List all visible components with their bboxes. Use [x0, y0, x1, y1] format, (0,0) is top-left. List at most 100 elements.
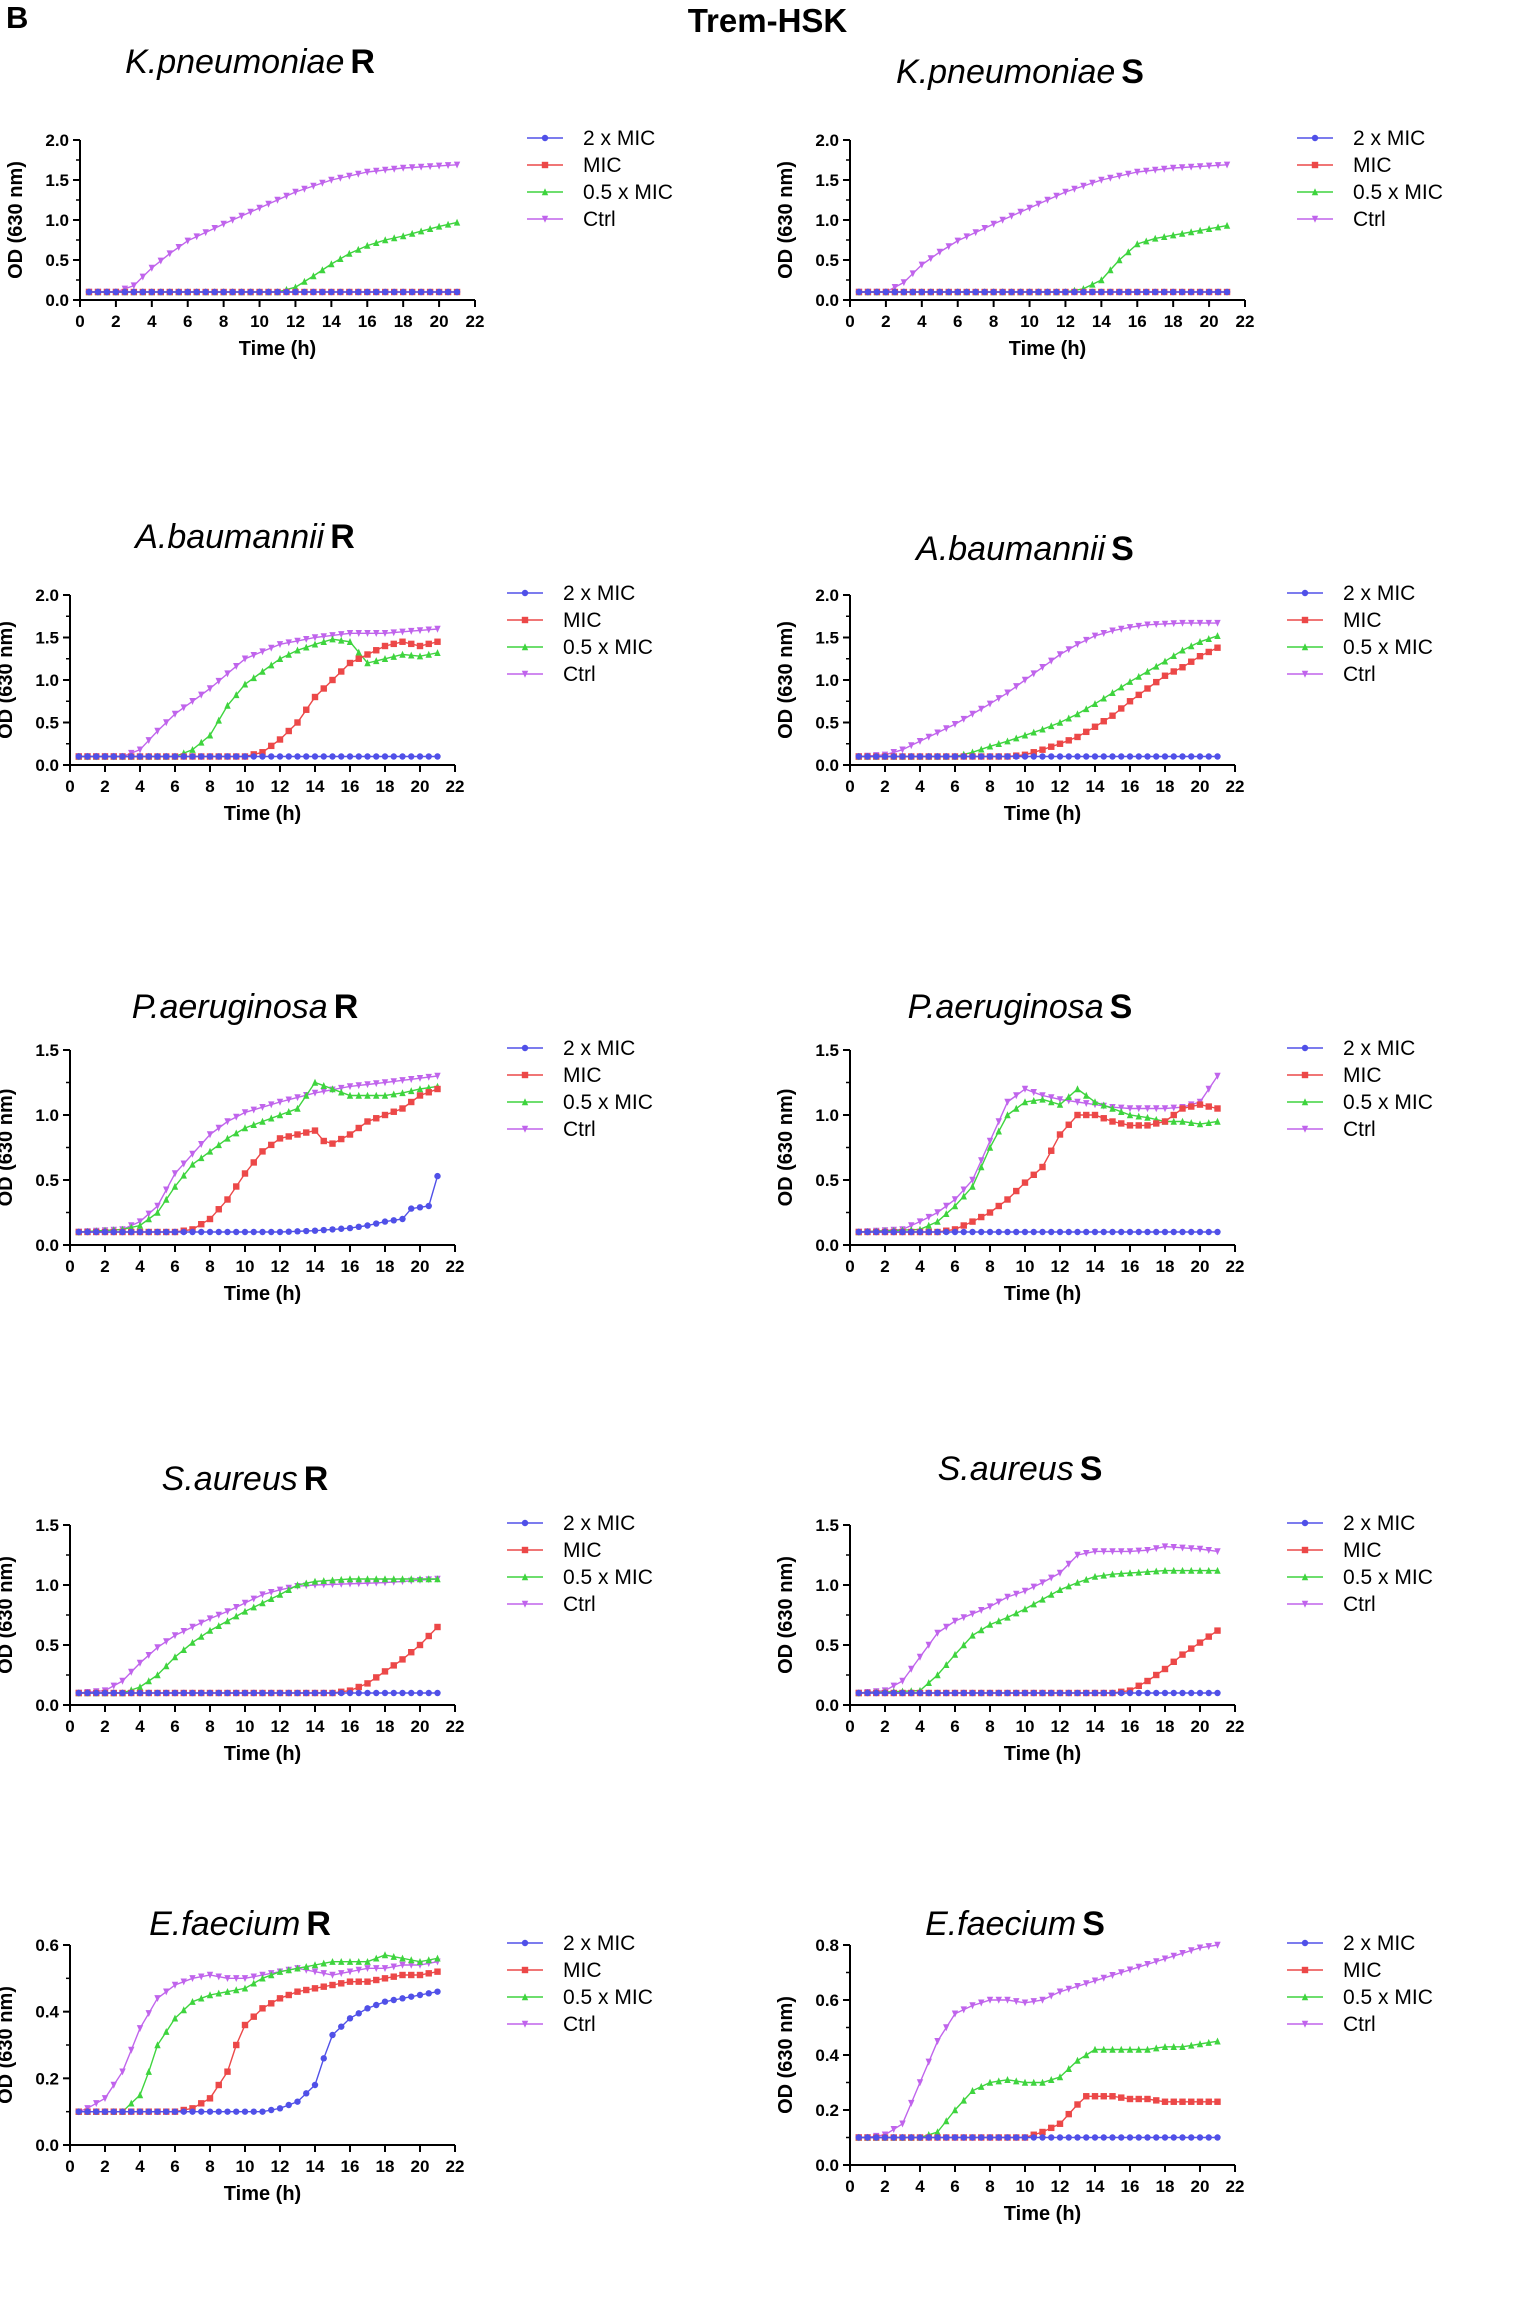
x-tick-label: 8: [205, 777, 214, 796]
data-point: [1196, 1545, 1204, 1553]
legend-label: Ctrl: [1343, 1593, 1376, 1616]
data-point: [1126, 1105, 1134, 1113]
data-point: [1125, 170, 1132, 178]
data-point: [1080, 288, 1087, 296]
data-point: [154, 2041, 161, 2049]
data-point: [1205, 753, 1212, 760]
data-point: [1048, 1590, 1055, 1598]
data-point: [1107, 266, 1114, 274]
data-point: [145, 1689, 152, 1697]
data-point: [268, 1228, 275, 1236]
data-point: [233, 1689, 240, 1697]
data-point: [163, 753, 170, 760]
data-point: [1179, 646, 1186, 654]
data-point: [1188, 1645, 1195, 1652]
data-point: [1187, 288, 1195, 296]
data-point: [882, 288, 890, 296]
series-line: [78, 638, 438, 758]
data-point: [416, 1092, 424, 1099]
data-point: [268, 753, 275, 760]
data-point: [373, 630, 380, 637]
data-point: [171, 1689, 179, 1697]
data-point: [425, 1632, 432, 1640]
data-point: [416, 1991, 424, 1999]
data-point: [1153, 678, 1160, 686]
data-point: [364, 288, 371, 296]
data-point: [163, 2108, 170, 2115]
figure-title: Trem-HSK: [687, 2, 848, 39]
legend-label: 2 x MIC: [563, 1512, 635, 1535]
data-point: [995, 1127, 1002, 1135]
data-point: [1065, 1093, 1072, 1100]
data-point: [951, 2010, 959, 2018]
data-point: [320, 753, 327, 760]
data-point: [969, 1176, 976, 1184]
data-point: [276, 1967, 284, 1975]
data-point: [1118, 1969, 1125, 1977]
data-point: [259, 1148, 266, 1155]
data-point: [224, 670, 231, 678]
data-point: [390, 1217, 397, 1224]
data-point: [1109, 1972, 1116, 1979]
data-point: [925, 1689, 932, 1697]
data-point: [1161, 1955, 1169, 1963]
data-point: [399, 1954, 406, 1962]
data-point: [145, 737, 152, 745]
data-point: [171, 2014, 179, 2022]
data-point: [1044, 288, 1051, 296]
data-point: [1056, 753, 1064, 760]
data-point: [978, 1213, 985, 1221]
data-point: [1118, 1569, 1125, 1577]
data-point: [373, 1220, 380, 1227]
data-point: [425, 640, 432, 648]
data-point: [163, 1186, 170, 1194]
data-point: [1074, 1578, 1081, 1586]
data-point: [390, 1108, 397, 1115]
data-point: [1004, 753, 1011, 760]
data-point: [1004, 1228, 1011, 1236]
data-point: [285, 639, 292, 647]
chart-title-species: S.aureus: [162, 1460, 298, 1498]
data-point: [268, 661, 275, 669]
data-point: [128, 2099, 135, 2107]
data-point: [1004, 1098, 1011, 1106]
data-point: [1056, 2120, 1064, 2127]
x-tick-label: 22: [1226, 1257, 1245, 1276]
x-tick-label: 8: [219, 312, 228, 331]
data-point: [864, 1689, 871, 1697]
data-point: [890, 1228, 897, 1236]
data-point: [320, 1983, 327, 1990]
data-point: [268, 1141, 275, 1149]
data-point: [373, 1575, 380, 1583]
x-tick-label: 22: [1236, 312, 1255, 331]
x-tick-label: 20: [411, 1717, 430, 1736]
data-point: [986, 1620, 994, 1628]
data-point: [873, 1228, 880, 1236]
data-point: [171, 753, 179, 760]
data-point: [329, 1971, 336, 1979]
data-point: [224, 1608, 231, 1616]
data-point: [268, 1114, 275, 1122]
data-point: [119, 2068, 126, 2076]
data-point: [1135, 1547, 1142, 1555]
data-point: [1089, 280, 1096, 288]
data-point: [1118, 1548, 1125, 1556]
data-point: [311, 1078, 319, 1086]
x-tick-label: 4: [915, 1257, 925, 1276]
data-point: [1083, 1091, 1090, 1099]
data-point: [206, 1689, 214, 1697]
data-point: [1083, 2134, 1090, 2141]
legend-label: 0.5 x MIC: [1343, 1566, 1433, 1589]
data-point: [1109, 1104, 1116, 1112]
data-point: [1144, 1689, 1151, 1697]
data-point: [995, 2134, 1002, 2141]
data-point: [1083, 1575, 1090, 1583]
x-tick-label: 16: [341, 777, 360, 796]
legend-marker: [541, 161, 549, 169]
legend-marker: [521, 1939, 529, 1947]
data-point: [1153, 621, 1160, 629]
legend-label: 0.5 x MIC: [563, 1986, 653, 2009]
data-point: [373, 1080, 380, 1088]
data-point: [995, 1598, 1002, 1606]
x-tick-label: 6: [170, 2157, 179, 2176]
